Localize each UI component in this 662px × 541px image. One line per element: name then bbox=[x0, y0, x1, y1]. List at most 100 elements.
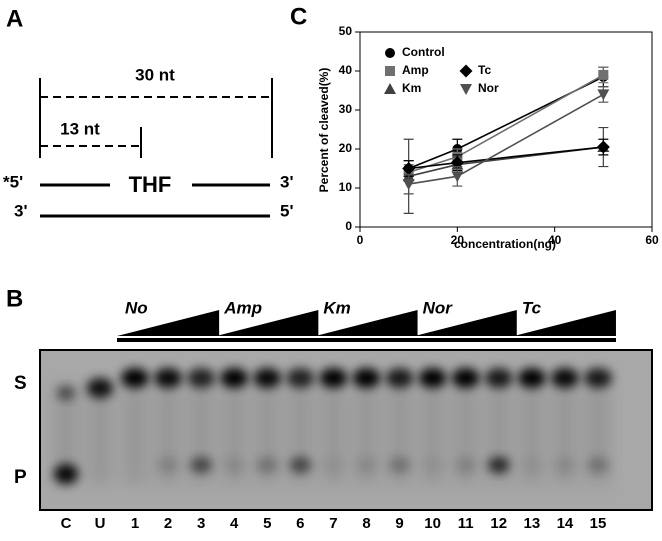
y-tick-label: 10 bbox=[339, 180, 353, 194]
treatment-label: Tc bbox=[522, 298, 542, 317]
lane-label: 10 bbox=[424, 515, 441, 532]
strand-end: *5' bbox=[3, 172, 23, 191]
lane-label: 5 bbox=[263, 515, 271, 532]
band bbox=[550, 368, 579, 388]
panel-label: A bbox=[6, 5, 23, 32]
band bbox=[54, 464, 78, 484]
wedge bbox=[414, 310, 517, 336]
legend-label: Control bbox=[402, 45, 445, 59]
band bbox=[319, 368, 348, 388]
plot-frame bbox=[359, 31, 653, 228]
marker bbox=[450, 156, 464, 170]
band bbox=[286, 368, 315, 388]
marker bbox=[451, 171, 464, 183]
lane-label: 3 bbox=[197, 515, 205, 532]
lane-label: 13 bbox=[523, 515, 540, 532]
lane-label: U bbox=[95, 515, 106, 532]
band bbox=[487, 457, 510, 473]
band-label: S bbox=[14, 373, 27, 394]
band bbox=[256, 457, 279, 473]
marker bbox=[384, 83, 396, 94]
wedge bbox=[117, 310, 220, 336]
y-tick-label: 40 bbox=[339, 63, 353, 77]
wedge bbox=[216, 310, 319, 336]
band-label: P bbox=[14, 467, 27, 488]
lane-label: 11 bbox=[458, 515, 474, 532]
marker bbox=[598, 69, 609, 80]
band bbox=[451, 368, 480, 388]
strand-end: 3' bbox=[280, 172, 294, 191]
y-tick-label: 50 bbox=[339, 24, 353, 38]
lane-label: 6 bbox=[296, 515, 304, 532]
legend-label: Tc bbox=[478, 63, 491, 77]
band bbox=[220, 368, 249, 388]
treatment-label: No bbox=[125, 298, 148, 317]
smear bbox=[123, 385, 147, 485]
band bbox=[157, 457, 180, 473]
lane-label: 9 bbox=[395, 515, 403, 532]
x-tick-label: 0 bbox=[357, 233, 364, 247]
wedge bbox=[315, 310, 418, 336]
span-label: 13 nt bbox=[60, 119, 100, 138]
band bbox=[253, 368, 282, 388]
band bbox=[57, 386, 75, 400]
band bbox=[322, 457, 345, 473]
underline bbox=[117, 338, 220, 342]
lane-label: 1 bbox=[131, 515, 139, 532]
band bbox=[187, 368, 216, 388]
lane-label: C bbox=[61, 515, 72, 532]
wedge bbox=[513, 310, 616, 336]
band bbox=[454, 457, 477, 473]
y-tick-label: 20 bbox=[339, 141, 353, 155]
lane-label: 14 bbox=[557, 515, 574, 532]
panel-c: C concentration(ng) Percent of cleaved(%… bbox=[290, 3, 659, 251]
legend-label: Nor bbox=[478, 81, 499, 95]
band bbox=[520, 457, 543, 473]
band bbox=[484, 368, 513, 388]
lane-label: 8 bbox=[362, 515, 370, 532]
band bbox=[418, 368, 447, 388]
panel-a: A 30 nt 13 nt *5' THF 3' 3' 5' bbox=[3, 5, 294, 220]
band bbox=[87, 378, 113, 398]
y-tick-label: 0 bbox=[345, 219, 352, 233]
band bbox=[586, 457, 609, 473]
lane-label: 12 bbox=[490, 515, 507, 532]
marker bbox=[402, 162, 416, 175]
treatment-label: Km bbox=[323, 298, 350, 317]
lesion: THF bbox=[129, 172, 172, 197]
series-line bbox=[408, 146, 604, 178]
band bbox=[223, 457, 246, 473]
panel-label: B bbox=[6, 285, 23, 312]
marker bbox=[460, 84, 472, 95]
marker bbox=[597, 89, 610, 101]
band bbox=[553, 457, 576, 473]
marker bbox=[402, 179, 415, 191]
x-tick-label: 40 bbox=[548, 233, 562, 247]
lane-label: 2 bbox=[164, 515, 172, 532]
underline bbox=[315, 338, 418, 342]
lane-label: 15 bbox=[590, 515, 607, 532]
band bbox=[154, 368, 183, 388]
band bbox=[583, 368, 612, 388]
span-label: 30 nt bbox=[135, 65, 175, 84]
smear bbox=[88, 385, 112, 485]
band bbox=[289, 457, 312, 473]
band bbox=[517, 368, 546, 388]
marker bbox=[459, 64, 473, 78]
treatment-label: Nor bbox=[423, 298, 454, 317]
band bbox=[355, 457, 378, 473]
underline bbox=[414, 338, 517, 342]
underline bbox=[513, 338, 616, 342]
underline bbox=[216, 338, 319, 342]
treatment-label: Amp bbox=[223, 298, 262, 317]
y-tick-label: 30 bbox=[339, 102, 353, 116]
strand-end: 3' bbox=[14, 201, 28, 220]
marker bbox=[596, 140, 610, 154]
marker bbox=[385, 48, 395, 58]
lane-label: 4 bbox=[230, 515, 239, 532]
marker bbox=[385, 66, 395, 76]
legend-label: Amp bbox=[402, 63, 429, 77]
legend-label: Km bbox=[402, 81, 421, 95]
